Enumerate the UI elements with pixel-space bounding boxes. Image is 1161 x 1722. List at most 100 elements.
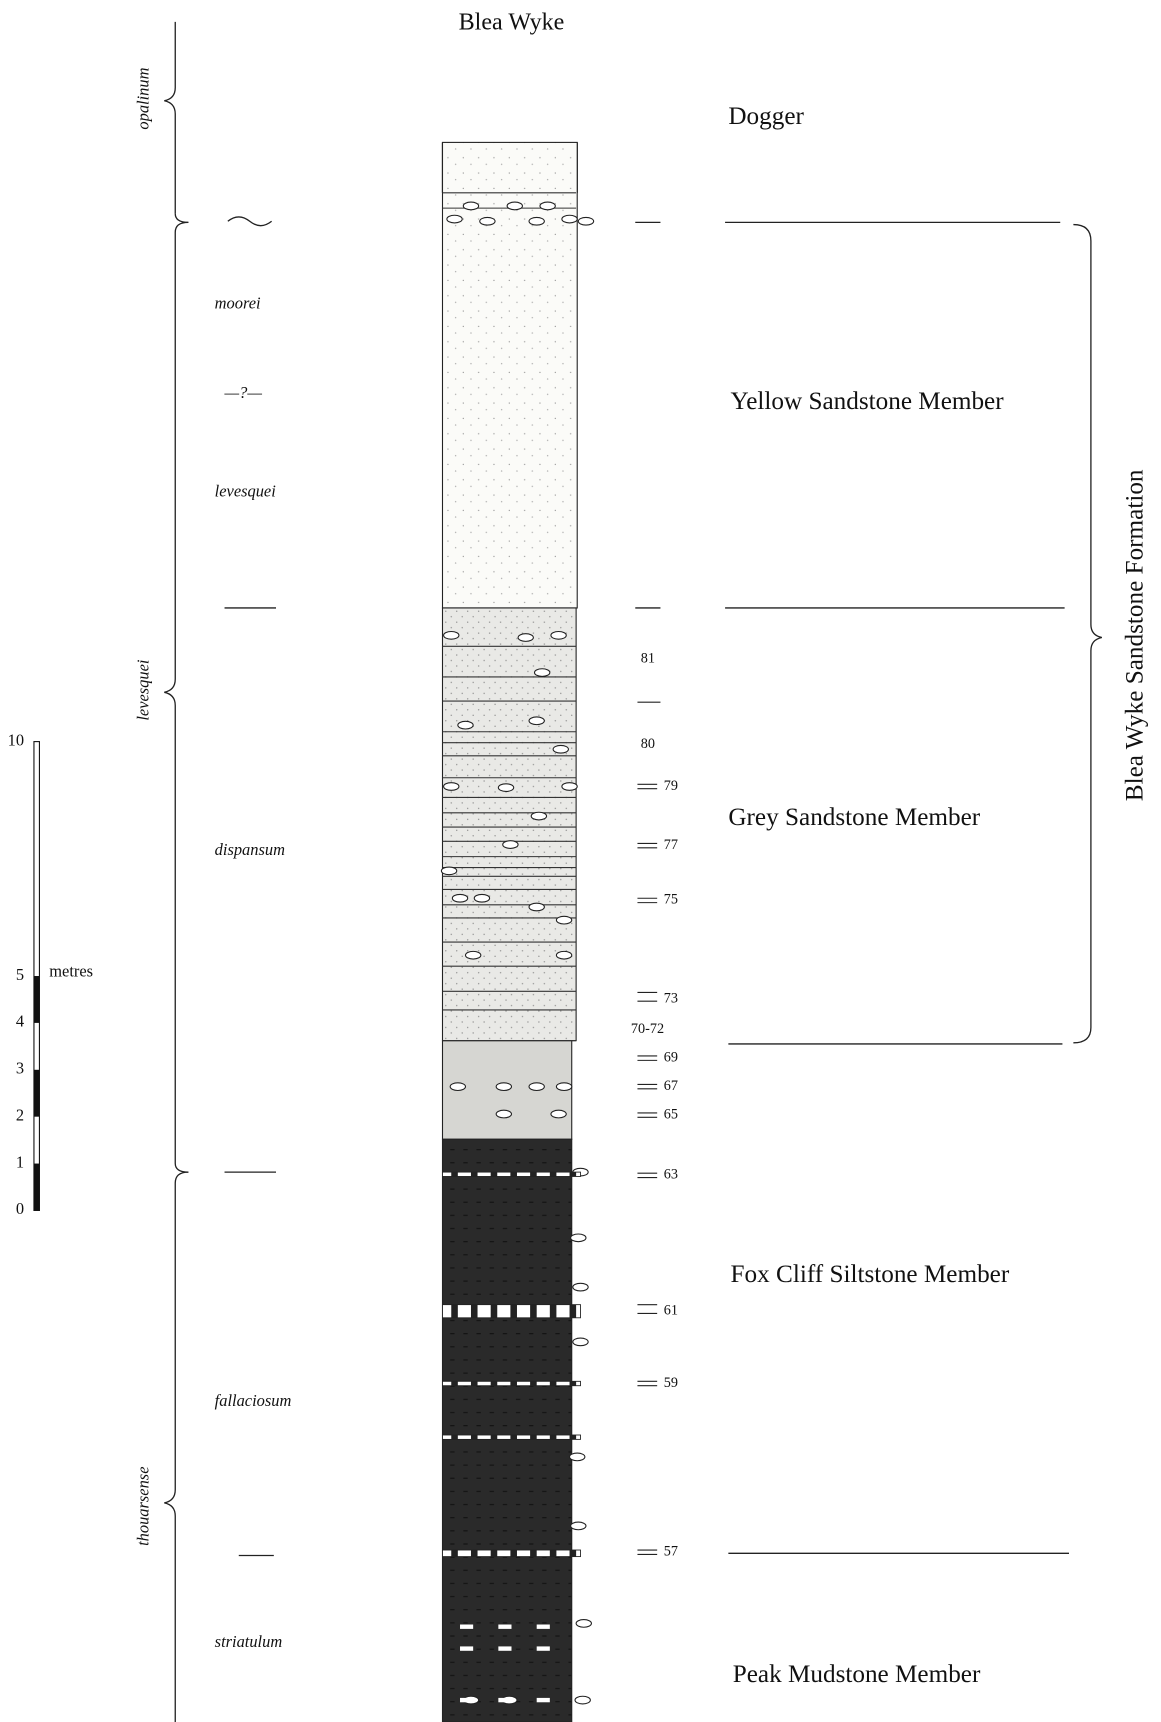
bed-number: 59 [664,1375,678,1391]
nodule [452,894,467,902]
nodule [571,1234,586,1242]
subzone-label: striatulum [215,1632,283,1651]
band-gap [510,1435,517,1439]
nodule [573,1338,588,1346]
band-gap [510,1305,517,1318]
nodule [518,634,533,642]
scale-label: 10 [8,730,24,749]
bed-number: 57 [664,1543,678,1559]
nodule [575,1696,590,1704]
band-gap [451,1435,458,1439]
band-gap [491,1435,498,1439]
nodule [496,1083,511,1091]
nodule [529,903,544,911]
bed-number: 70-72 [631,1021,664,1037]
band-gap [570,1381,577,1385]
nodule [444,783,459,791]
member-label: Yellow Sandstone Member [731,388,1005,415]
band-gap [570,1172,577,1176]
band-gap [530,1172,537,1176]
band-gap [530,1305,537,1318]
lens [460,1698,473,1702]
band-gap [550,1172,557,1176]
nodule [529,717,544,725]
bed-number: 73 [664,990,678,1006]
bed-number: 75 [664,892,678,908]
lens [537,1646,550,1650]
nodule [578,217,593,225]
band-gap [570,1550,577,1557]
lens [498,1625,511,1629]
member-boundaries [635,222,1102,1553]
lens [537,1625,550,1629]
scale-label: 1 [16,1152,24,1171]
nodule [496,1110,511,1118]
band-gap [451,1305,458,1318]
band-gap [471,1305,478,1318]
lens [460,1646,473,1650]
bed-number: 63 [664,1167,678,1183]
nodule [498,784,513,792]
band-gap [471,1172,478,1176]
nodule [503,841,518,849]
band-gap [491,1172,498,1176]
nodule [556,1083,571,1091]
nodule [480,217,495,225]
member-label: Grey Sandstone Member [728,804,980,831]
nodule [540,202,555,210]
subzone-label: fallaciosum [215,1391,292,1410]
bed-number: 79 [664,778,678,794]
scale-label: 4 [16,1012,24,1031]
scale-unit: metres [49,961,93,980]
nodule [534,669,549,677]
scale-segment [34,976,39,1023]
band-gap [510,1381,517,1385]
nodule [551,1110,566,1118]
lens [498,1646,511,1650]
bed-number: 65 [664,1106,678,1122]
band-gap [451,1550,458,1557]
nodule [562,215,577,223]
scale-segment [34,1164,39,1211]
nodule [441,867,456,875]
band-gap [550,1381,557,1385]
lithology-column [441,142,593,1722]
band-gap [491,1305,498,1318]
member-label: Peak Mudstone Member [733,1661,981,1688]
nodule [474,894,489,902]
nodule [556,916,571,924]
scale-segment [34,1070,39,1117]
bed-number: 81 [641,651,655,667]
nodule [553,745,568,753]
nodule [571,1522,586,1530]
band-gap [471,1550,478,1557]
zone-label: opalinum [133,67,152,129]
zone-label: levesquei [133,659,152,721]
scale-label: 0 [16,1199,24,1218]
zone-braces [164,22,276,1722]
nodule [531,812,546,820]
band-gap [550,1550,557,1557]
subzone-label: levesquei [215,482,277,501]
band-gap [530,1381,537,1385]
lens [537,1698,550,1702]
scale-label: 2 [16,1105,24,1124]
nodule [507,202,522,210]
nodule [551,632,566,640]
bed-number: 67 [664,1078,678,1094]
nodule [570,1453,585,1461]
scale-bar [34,742,39,1211]
band-gap [510,1172,517,1176]
band-gap [550,1435,557,1439]
scale-label: 5 [16,965,24,984]
band-gap [530,1435,537,1439]
nodule [556,951,571,959]
nodule [529,1083,544,1091]
scale-label: 3 [16,1059,24,1078]
bed-number: 69 [664,1049,678,1065]
band-gap [451,1172,458,1176]
band-gap [491,1381,498,1385]
bed-number: 61 [664,1302,678,1318]
nodule [529,217,544,225]
band-gap [491,1550,498,1557]
